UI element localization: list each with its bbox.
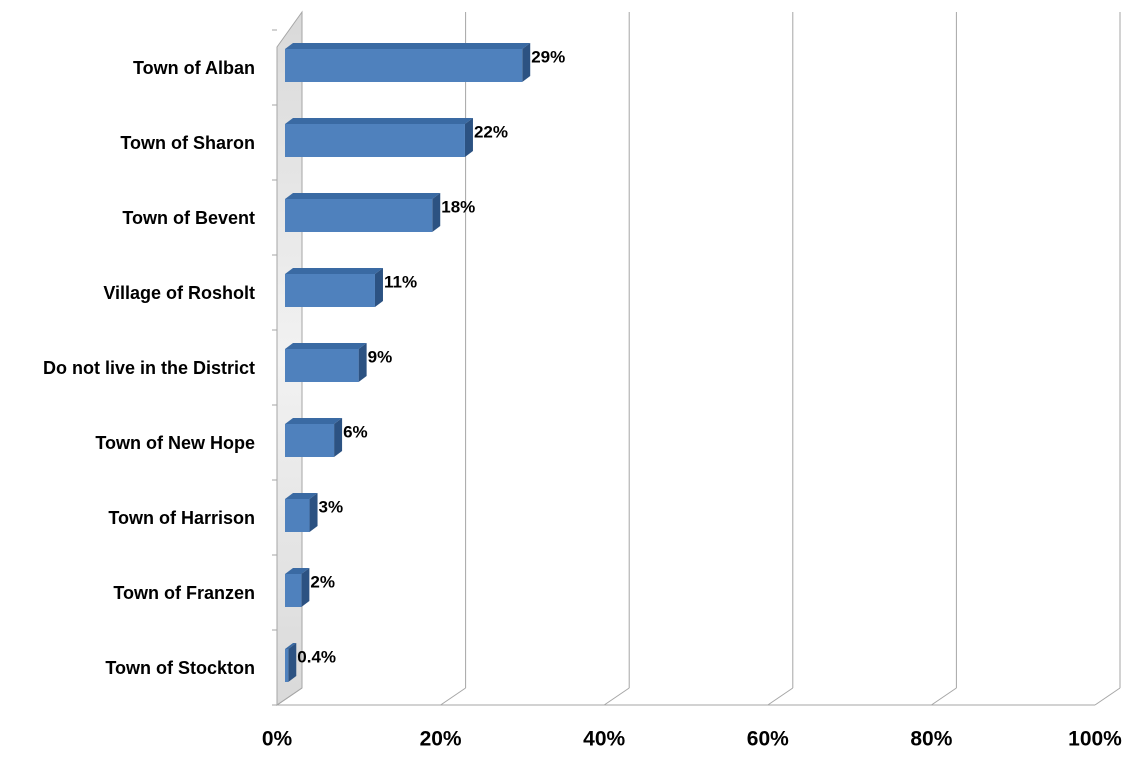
bar-top (285, 493, 318, 499)
bar-group (285, 493, 318, 532)
bar-top (285, 268, 383, 274)
bar-group (285, 193, 441, 232)
bar-group (285, 568, 310, 607)
bar-side (374, 268, 383, 307)
category-label: Town of Harrison (108, 508, 255, 528)
category-label: Village of Rosholt (103, 283, 255, 303)
bar-group (285, 418, 343, 457)
bar (285, 424, 335, 457)
bar-group (285, 43, 531, 82)
x-tick-label: 20% (420, 728, 462, 751)
floor-gridline (276, 687, 303, 706)
bar-top (285, 343, 367, 349)
bar (285, 499, 310, 532)
bar-side (309, 493, 318, 532)
bar-side (358, 343, 367, 382)
x-tick-label: 40% (583, 728, 625, 751)
category-label: Town of New Hope (95, 433, 255, 453)
category-label: Town of Bevent (122, 208, 255, 228)
bar-side (334, 418, 343, 457)
floor-gridline (1094, 687, 1121, 706)
category-label: Town of Franzen (113, 583, 255, 603)
bar-group (285, 268, 383, 307)
category-label: Town of Stockton (105, 658, 255, 678)
bar-top (285, 643, 297, 649)
data-label: 29% (531, 47, 565, 66)
bar-side (288, 643, 297, 682)
bar (285, 574, 302, 607)
floor-gridline (440, 687, 466, 706)
x-tick-label: 0% (262, 728, 293, 751)
floor-gridline (931, 687, 957, 706)
bar-side (522, 43, 531, 82)
bar (285, 649, 289, 682)
data-label: 22% (474, 122, 508, 141)
bar-top (285, 118, 473, 124)
data-label: 3% (319, 497, 344, 516)
bar-top (285, 568, 310, 574)
bar (285, 124, 465, 157)
bar-top (285, 43, 531, 49)
data-label: 0.4% (297, 647, 336, 666)
bar-top (285, 418, 343, 424)
bar-group (285, 343, 367, 382)
floor-gridline (603, 687, 630, 706)
bar-side (301, 568, 310, 607)
x-tick-label: 60% (747, 728, 789, 751)
category-label: Town of Alban (133, 58, 255, 78)
data-label: 18% (441, 197, 475, 216)
bar-side (464, 118, 473, 157)
data-label: 11% (384, 272, 417, 291)
bar-side (432, 193, 441, 232)
data-label: 2% (310, 572, 335, 591)
bar (285, 199, 433, 232)
data-label: 6% (343, 422, 368, 441)
x-tick-label: 80% (910, 728, 952, 751)
bar (285, 49, 523, 82)
bar (285, 349, 359, 382)
bar-top (285, 193, 441, 199)
category-label: Do not live in the District (43, 358, 255, 378)
data-label: 9% (368, 347, 393, 366)
floor-gridline (767, 687, 794, 706)
category-label: Town of Sharon (120, 133, 255, 153)
bar (285, 274, 375, 307)
x-tick-label: 100% (1068, 728, 1122, 751)
bar-group (285, 643, 297, 682)
bar-group (285, 118, 473, 157)
